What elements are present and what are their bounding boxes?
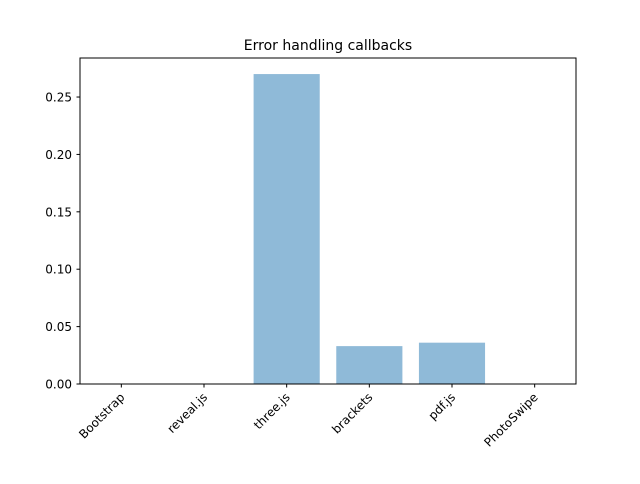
y-tick-label: 0.00 (45, 378, 72, 392)
axes-layer (79, 57, 577, 385)
bar-pdf-js (418, 342, 486, 384)
bar-brackets (336, 346, 403, 384)
x-axis-ticks: Bootstrap reveal.js three.js brackets pdf.js… (76, 384, 541, 450)
x-tick-label: brackets (329, 390, 375, 436)
x-tick-label: pdf.js (426, 390, 459, 423)
chart-title: Error handling callbacks (244, 38, 412, 54)
y-tick-label: 0.10 (45, 263, 72, 277)
x-tick-label: reveal.js (164, 390, 210, 436)
bar-three-js (253, 74, 320, 384)
bars-layer (253, 74, 486, 384)
y-tick-label: 0.20 (45, 148, 72, 162)
y-tick-label: 0.05 (45, 320, 72, 334)
y-tick-label: 0.25 (45, 91, 72, 105)
y-axis-ticks: 0.00 0.05 0.10 0.15 0.20 0.25 (45, 91, 80, 392)
x-tick-label: PhotoSwipe (481, 390, 540, 449)
x-tick-label: three.js (251, 390, 293, 432)
x-tick-label: Bootstrap (76, 390, 127, 441)
plot-frame (79, 57, 577, 385)
y-tick-label: 0.15 (45, 205, 72, 219)
